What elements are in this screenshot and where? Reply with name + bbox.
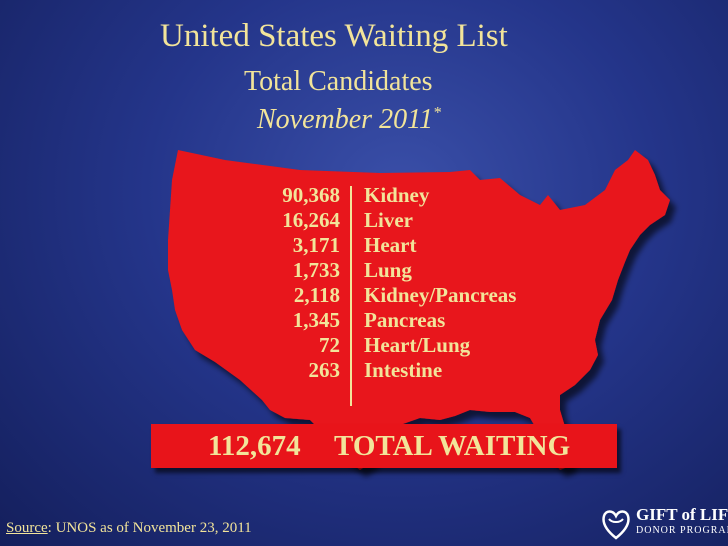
slide-date: November 2011* — [257, 104, 441, 136]
source-note: Source: UNOS as of November 23, 2011 — [6, 520, 252, 537]
table-row: 263 Intestine — [250, 358, 516, 383]
organ-name: Heart/Lung — [364, 333, 471, 357]
table-row: 90,368 Kidney — [250, 183, 516, 208]
source-prefix: Source — [6, 520, 48, 536]
organ-count: 72 — [319, 333, 340, 357]
gift-of-life-logo: GIFT of LIFE DONOR PROGRAM — [600, 505, 728, 543]
slide-title: United States Waiting List — [160, 18, 508, 54]
organ-name: Kidney — [364, 183, 430, 207]
total-label: TOTAL WAITING — [334, 430, 571, 462]
date-mark: * — [433, 104, 441, 122]
date-text: November 2011 — [257, 104, 433, 135]
table-row: 1,733 Lung — [250, 258, 516, 283]
logo-line1: GIFT of LIFE — [636, 505, 728, 524]
table-row: 72 Heart/Lung — [250, 333, 516, 358]
logo-line2: DONOR PROGRAM — [636, 525, 728, 536]
heart-hands-icon — [602, 510, 630, 540]
slide-subtitle: Total Candidates — [244, 66, 433, 97]
table-row: 1,345 Pancreas — [250, 308, 516, 333]
organ-name: Pancreas — [364, 308, 446, 332]
organ-name: Lung — [364, 258, 412, 282]
organ-name: Kidney/Pancreas — [364, 283, 517, 307]
organ-count: 263 — [308, 358, 341, 382]
organ-count: 1,345 — [292, 308, 340, 332]
table-row: 3,171 Heart — [250, 233, 516, 258]
organ-count: 90,368 — [282, 183, 340, 207]
column-separator — [350, 186, 352, 406]
table-row: 2,118 Kidney/Pancreas — [250, 283, 517, 308]
total-count: 112,674 — [208, 430, 301, 462]
organ-count: 1,733 — [292, 258, 340, 282]
table-row: 16,264 Liver — [250, 208, 516, 233]
organ-count: 3,171 — [292, 233, 340, 257]
total-waiting-box: 112,674 TOTAL WAITING — [151, 424, 617, 468]
organ-count: 2,118 — [293, 283, 340, 307]
organ-name: Heart — [364, 233, 417, 257]
source-text: : UNOS as of November 23, 2011 — [47, 520, 252, 536]
organ-table: 90,368 Kidney 16,264 Liver 3,171 Heart 1,73… — [250, 183, 516, 383]
organ-name: Intestine — [364, 358, 443, 382]
organ-name: Liver — [364, 208, 413, 232]
organ-count: 16,264 — [282, 208, 340, 232]
